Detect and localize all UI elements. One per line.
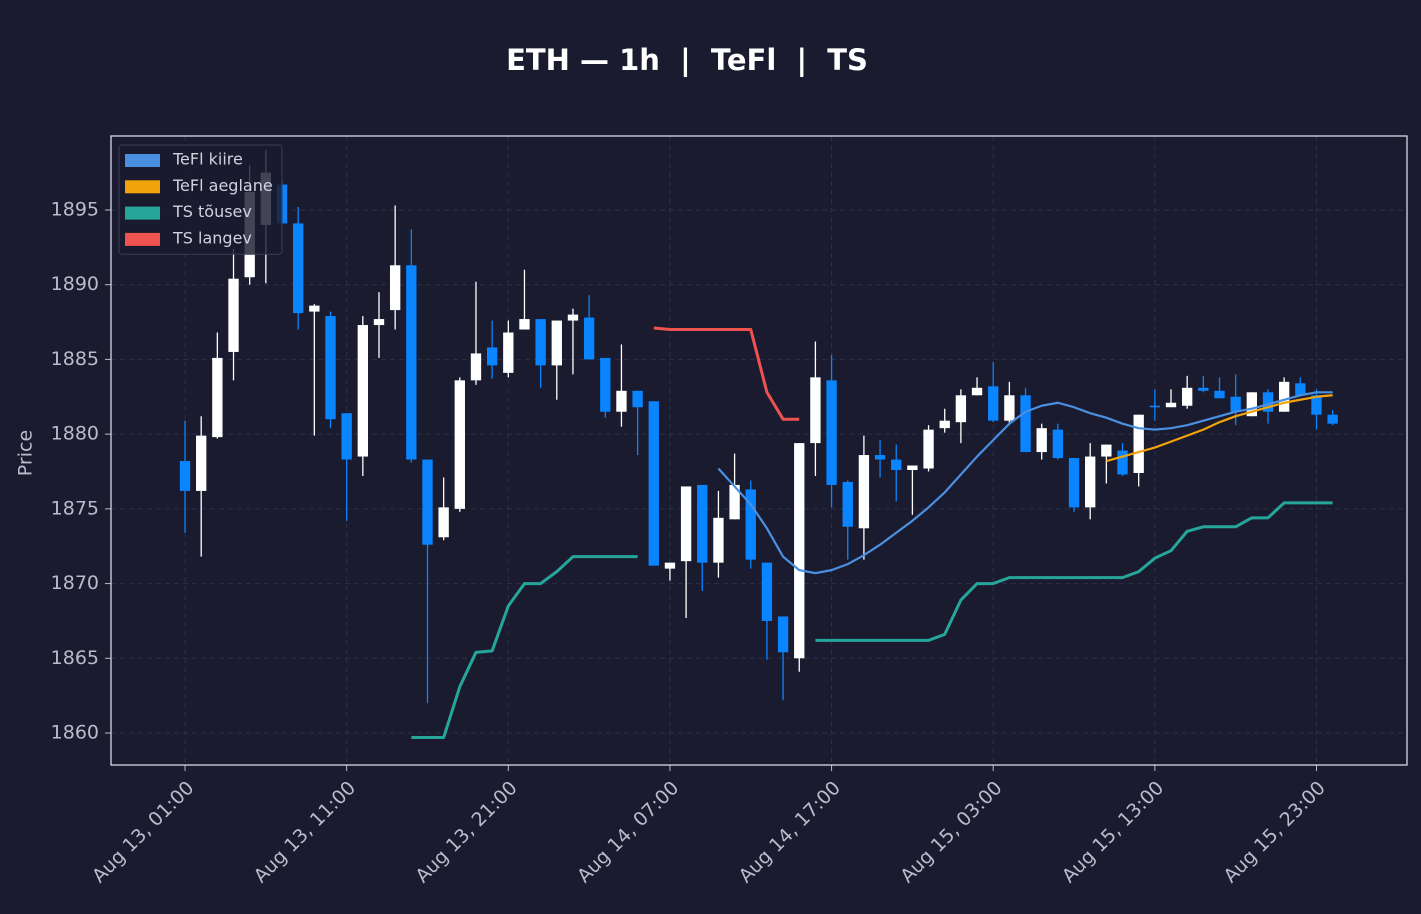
candle-body xyxy=(648,401,659,566)
candle-body xyxy=(551,320,562,366)
candle-body xyxy=(212,357,223,438)
candle-body xyxy=(470,353,482,381)
candle-body xyxy=(535,319,546,366)
candle-body xyxy=(939,420,950,429)
candle-body xyxy=(373,319,385,326)
candle-body xyxy=(1004,395,1015,421)
candle-body xyxy=(794,443,805,659)
candle-body xyxy=(1295,383,1306,396)
candle-body xyxy=(422,459,433,545)
candle-body xyxy=(632,390,643,408)
candle-body xyxy=(1214,390,1225,399)
candle-body xyxy=(567,314,579,321)
candle-body xyxy=(1165,402,1177,408)
legend-swatch xyxy=(125,180,160,194)
candle-body xyxy=(228,278,239,352)
candle-body xyxy=(1327,414,1338,424)
candle-body xyxy=(680,486,692,562)
y-axis-label: Price xyxy=(15,430,37,476)
candle-body xyxy=(309,305,320,312)
candle-body xyxy=(713,517,724,563)
candle-body xyxy=(1068,458,1080,508)
y-tick-label: 1860 xyxy=(51,722,99,744)
candle-body xyxy=(325,316,336,420)
indicator-line xyxy=(653,326,800,421)
y-tick-label: 1870 xyxy=(51,572,99,594)
candle-body xyxy=(503,332,514,373)
candle-body xyxy=(874,455,886,460)
candle-body xyxy=(438,507,449,538)
y-tick-label: 1865 xyxy=(51,647,99,669)
candle-body xyxy=(971,387,983,396)
candle-body xyxy=(179,461,191,491)
indicator-line xyxy=(1106,394,1333,463)
candle-body xyxy=(1020,395,1031,453)
candle-body xyxy=(1311,395,1322,415)
legend-swatch xyxy=(125,232,160,246)
candle-body xyxy=(1133,414,1144,473)
legend-label: TeFl aeglane xyxy=(172,176,273,195)
candle-body xyxy=(357,325,369,457)
candle-body xyxy=(1278,381,1290,412)
candle-body xyxy=(923,429,934,469)
candle-body xyxy=(1198,387,1209,391)
legend-label: TS tõusev xyxy=(172,202,252,221)
y-tick-label: 1895 xyxy=(51,198,99,220)
candle-body xyxy=(341,413,352,460)
candle-body xyxy=(955,395,967,423)
candle-body xyxy=(891,459,902,471)
candle-body xyxy=(406,265,417,460)
y-tick-label: 1880 xyxy=(51,423,99,445)
legend-label: TeFl kiire xyxy=(172,150,243,169)
indicator-line xyxy=(411,501,1333,739)
legend-label: TS langev xyxy=(172,228,252,247)
candle-body xyxy=(1085,456,1096,508)
candle-body xyxy=(697,484,708,563)
candle-body xyxy=(761,562,773,621)
candle-body xyxy=(1262,392,1274,412)
y-tick-label: 1875 xyxy=(51,497,99,519)
candle-body xyxy=(616,390,627,412)
candle-body xyxy=(842,481,853,527)
candle-body xyxy=(729,484,740,520)
legend-box xyxy=(118,144,283,255)
chart-title: ETH — 1h | TeFl | TS xyxy=(506,43,868,77)
candle-body xyxy=(664,562,676,569)
plot-frame xyxy=(110,135,1408,766)
candle-body xyxy=(1101,444,1112,457)
candle-body xyxy=(745,489,756,560)
candle-body xyxy=(1117,450,1128,475)
legend-swatch xyxy=(125,154,160,167)
candle-body xyxy=(600,357,611,412)
y-tick-label: 1885 xyxy=(51,348,99,370)
legend: TeFl kiire TeFl aeglane TS tõusev TS langev xyxy=(118,144,283,255)
candle-body xyxy=(988,386,999,421)
candle-body xyxy=(810,377,821,444)
candle-body xyxy=(293,223,304,314)
candle-body xyxy=(486,347,498,366)
candle-body xyxy=(1052,429,1064,459)
candle-body xyxy=(907,465,918,471)
candle-body xyxy=(519,319,530,330)
legend-swatch xyxy=(125,206,160,220)
candle-body xyxy=(858,455,870,529)
candle-body xyxy=(1246,392,1258,417)
candle-body xyxy=(777,616,789,653)
candle-body xyxy=(454,380,465,509)
indicator-line xyxy=(717,391,1333,575)
candle-body xyxy=(583,317,595,360)
candle-body xyxy=(1036,428,1047,453)
candle-body xyxy=(1182,387,1193,406)
candle-body xyxy=(826,380,837,485)
candle-body xyxy=(389,265,401,311)
candle-body xyxy=(1230,396,1241,412)
candle-body xyxy=(196,435,207,491)
y-tick-label: 1890 xyxy=(51,273,99,295)
candle-body xyxy=(1149,405,1161,408)
